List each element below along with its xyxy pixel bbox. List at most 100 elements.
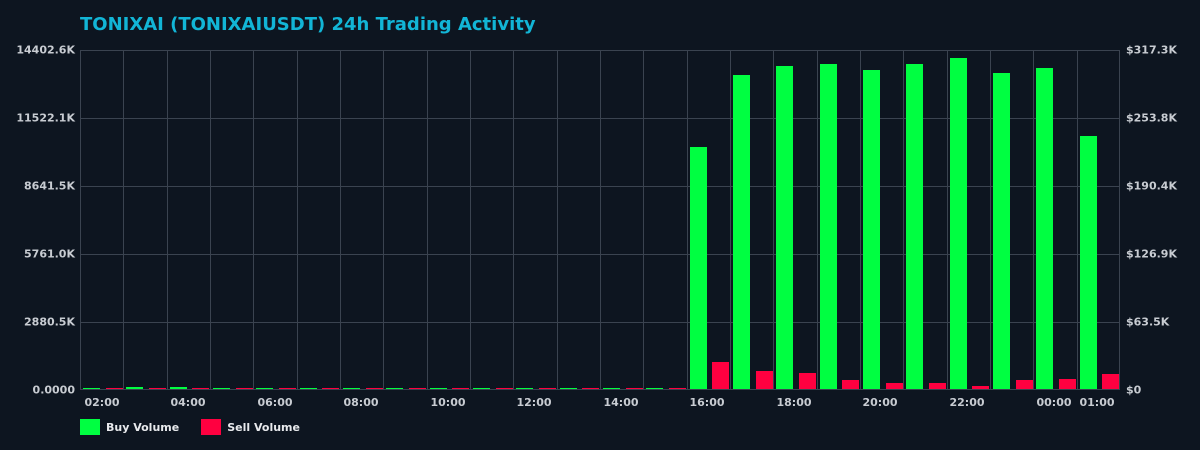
sell-volume-bar[interactable] (1102, 374, 1120, 389)
buy-volume-bar[interactable] (906, 63, 924, 389)
v-gridline (426, 51, 428, 389)
v-gridline (903, 51, 905, 389)
v-gridline (686, 51, 688, 389)
v-gridline (123, 51, 125, 389)
y-tick-right: $253.8K (1126, 111, 1177, 125)
v-gridline (166, 51, 168, 389)
x-tick: 06:00 (257, 396, 293, 409)
v-gridline (730, 51, 731, 389)
x-tick: 01:00 (1079, 396, 1115, 409)
y-tick-right: $126.9K (1126, 247, 1177, 261)
y-tick-right: $63.5K (1126, 315, 1170, 329)
buy-volume-bar[interactable] (863, 69, 880, 389)
buy-volume-bar[interactable] (126, 387, 144, 389)
sell-volume-bar[interactable] (452, 387, 470, 389)
v-gridline (946, 51, 948, 389)
sell-volume-bar[interactable] (279, 387, 296, 389)
buy-volume-bar[interactable] (819, 63, 837, 389)
buy-volume-bar[interactable] (646, 387, 664, 389)
x-tick: 16:00 (689, 396, 725, 409)
v-gridline (643, 51, 645, 389)
y-tick-left: 0.0000 (32, 383, 75, 397)
buy-swatch-icon (80, 419, 100, 435)
y-tick-left: 5761.0K (24, 247, 75, 261)
v-gridline (1076, 51, 1078, 389)
v-gridline (470, 51, 471, 389)
v-gridline (860, 51, 861, 389)
v-gridline (383, 51, 385, 389)
sell-volume-bar[interactable] (105, 387, 123, 389)
v-gridline (600, 51, 601, 389)
sell-volume-bar[interactable] (495, 387, 513, 389)
v-gridline (990, 51, 991, 389)
sell-volume-bar[interactable] (885, 383, 903, 389)
buy-volume-bar[interactable] (516, 387, 534, 389)
buy-volume-bar[interactable] (603, 387, 620, 389)
x-tick: 08:00 (343, 396, 379, 409)
chart-title: TONIXAI (TONIXAIUSDT) 24h Trading Activi… (80, 14, 536, 35)
sell-volume-bar[interactable] (192, 387, 210, 389)
sell-volume-bar[interactable] (409, 387, 426, 389)
sell-volume-bar[interactable] (669, 387, 686, 389)
buy-volume-bar[interactable] (689, 147, 707, 389)
legend-item-sell[interactable]: Sell Volume (201, 419, 300, 435)
sell-volume-bar[interactable] (712, 362, 730, 389)
y-tick-right: $317.3K (1126, 43, 1177, 57)
buy-volume-bar[interactable] (993, 72, 1010, 389)
buy-volume-bar[interactable] (776, 65, 794, 389)
legend-label-sell: Sell Volume (227, 420, 300, 434)
v-gridline (513, 51, 515, 389)
v-gridline (773, 51, 775, 389)
x-tick: 20:00 (862, 396, 898, 409)
x-tick: 10:00 (430, 396, 466, 409)
buy-volume-bar[interactable] (949, 57, 967, 389)
sell-swatch-icon (201, 419, 222, 435)
v-gridline (210, 51, 211, 389)
sell-volume-bar[interactable] (322, 387, 340, 389)
y-tick-left: 11522.1K (16, 111, 75, 125)
sell-volume-bar[interactable] (755, 371, 773, 389)
buy-volume-bar[interactable] (559, 387, 577, 389)
v-gridline (816, 51, 818, 389)
sell-volume-bar[interactable] (799, 373, 816, 389)
legend-item-buy[interactable]: Buy Volume (80, 419, 179, 435)
buy-volume-bar[interactable] (429, 387, 447, 389)
buy-volume-bar[interactable] (733, 74, 750, 389)
v-gridline (556, 51, 558, 389)
x-tick: 18:00 (776, 396, 812, 409)
buy-volume-bar[interactable] (169, 387, 187, 389)
x-tick: 02:00 (84, 396, 120, 409)
sell-volume-bar[interactable] (1015, 380, 1033, 389)
buy-volume-bar[interactable] (1079, 136, 1097, 389)
sell-volume-bar[interactable] (582, 387, 600, 389)
sell-volume-bar[interactable] (929, 383, 946, 389)
sell-volume-bar[interactable] (365, 387, 383, 389)
x-tick: 14:00 (603, 396, 639, 409)
sell-volume-bar[interactable] (235, 387, 253, 389)
buy-volume-bar[interactable] (1036, 67, 1054, 389)
x-tick: 12:00 (516, 396, 552, 409)
buy-volume-bar[interactable] (256, 387, 274, 389)
legend: Buy Volume Sell Volume (80, 419, 300, 435)
x-tick: 04:00 (170, 396, 206, 409)
v-gridline (340, 51, 341, 389)
buy-volume-bar[interactable] (343, 387, 360, 389)
sell-volume-bar[interactable] (842, 380, 860, 389)
buy-volume-bar[interactable] (213, 387, 230, 389)
legend-label-buy: Buy Volume (106, 420, 180, 434)
sell-volume-bar[interactable] (149, 387, 166, 389)
v-gridline (296, 51, 298, 389)
buy-volume-bar[interactable] (299, 387, 317, 389)
buy-volume-bar[interactable] (83, 387, 100, 389)
y-tick-left: 2880.5K (24, 315, 75, 329)
x-tick: 00:00 (1036, 396, 1072, 409)
buy-volume-bar[interactable] (386, 387, 404, 389)
y-tick-right: $0 (1126, 383, 1142, 397)
sell-volume-bar[interactable] (972, 386, 990, 389)
sell-volume-bar[interactable] (539, 387, 556, 389)
y-tick-left: 8641.5K (24, 179, 75, 193)
buy-volume-bar[interactable] (473, 387, 490, 389)
sell-volume-bar[interactable] (625, 387, 643, 389)
sell-volume-bar[interactable] (1059, 379, 1076, 389)
x-tick: 22:00 (949, 396, 985, 409)
